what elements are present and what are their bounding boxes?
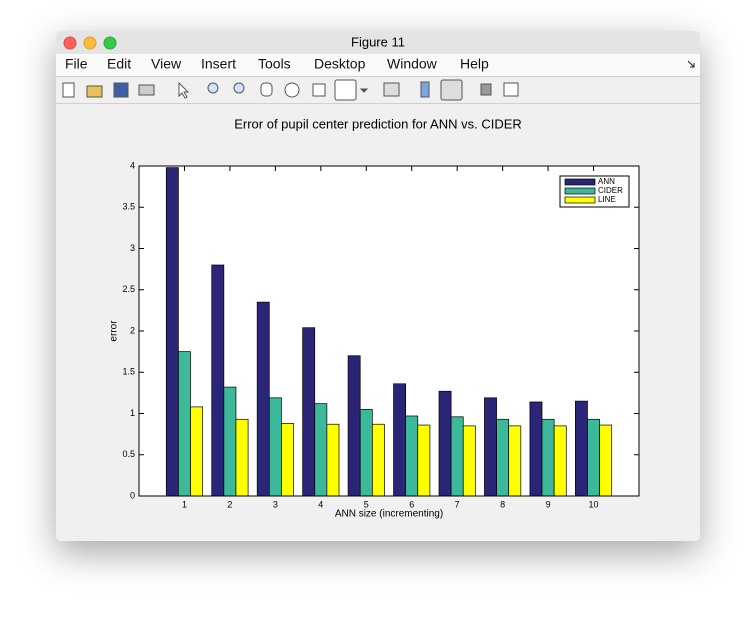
datacursor-icon[interactable] xyxy=(312,83,326,97)
colorbar-icon[interactable] xyxy=(420,81,430,98)
x-tick-label: 5 xyxy=(364,499,369,509)
x-tick-label: 7 xyxy=(455,499,460,509)
bar xyxy=(575,400,588,497)
dock-icon[interactable] xyxy=(687,60,695,68)
bar xyxy=(211,264,225,497)
bar xyxy=(190,406,203,497)
x-tick-label: 9 xyxy=(546,499,551,509)
menu-bar xyxy=(56,54,700,76)
y-tick-label: 2 xyxy=(130,325,135,335)
y-tick-label: 0.5 xyxy=(122,449,135,459)
zoom-button[interactable] xyxy=(103,36,117,50)
legend-label: ANN xyxy=(598,177,615,186)
bar xyxy=(553,425,567,497)
menu-item[interactable]: Edit xyxy=(107,56,131,72)
bar xyxy=(508,425,522,497)
bar xyxy=(302,327,316,497)
new-icon[interactable] xyxy=(62,82,75,98)
menu-item[interactable]: File xyxy=(65,56,88,72)
bar xyxy=(496,418,510,497)
legend-label: CIDER xyxy=(598,186,623,195)
bar xyxy=(393,383,407,497)
y-axis-label: error xyxy=(109,320,120,342)
save-icon[interactable] xyxy=(113,82,129,98)
menu-item[interactable]: Help xyxy=(460,56,489,72)
x-tick-label: 1 xyxy=(182,499,187,509)
bar xyxy=(165,167,179,497)
bar xyxy=(268,397,282,497)
bar xyxy=(599,424,613,497)
y-tick-label: 1.5 xyxy=(122,367,135,377)
show-icon[interactable] xyxy=(503,82,519,97)
pan-icon[interactable] xyxy=(260,82,273,97)
bar xyxy=(417,424,431,497)
x-tick-label: 2 xyxy=(227,499,232,509)
rotate-icon[interactable] xyxy=(284,82,300,98)
legend-swatch xyxy=(564,178,596,186)
bar xyxy=(359,409,373,497)
y-tick-label: 3 xyxy=(130,243,135,253)
bar xyxy=(450,416,464,497)
menu-item[interactable]: View xyxy=(151,56,182,72)
x-tick-label: 8 xyxy=(500,499,505,509)
pointer-icon[interactable] xyxy=(178,81,190,99)
brush-icon[interactable] xyxy=(334,79,357,101)
x-axis-label: ANN size (incrementing) xyxy=(335,509,443,520)
legend-swatch xyxy=(564,187,596,195)
chart-title: Error of pupil center prediction for ANN… xyxy=(234,116,522,131)
bar xyxy=(256,301,270,497)
toolbar xyxy=(62,79,519,101)
x-tick-label: 10 xyxy=(589,499,599,509)
dropdown-icon[interactable] xyxy=(359,88,369,93)
hide-icon[interactable] xyxy=(480,83,492,96)
open-icon[interactable] xyxy=(86,85,103,98)
y-tick-label: 3.5 xyxy=(122,202,135,212)
close-button[interactable] xyxy=(63,36,77,50)
menu-item[interactable]: Tools xyxy=(258,56,291,72)
title-bar-base xyxy=(56,46,700,54)
y-tick-label: 0 xyxy=(130,490,135,500)
zoom-in-icon[interactable] xyxy=(207,82,219,94)
bar xyxy=(326,423,340,497)
menu-item[interactable]: Insert xyxy=(201,56,236,72)
y-tick-label: 4 xyxy=(130,160,135,170)
x-tick-label: 6 xyxy=(409,499,414,509)
bar xyxy=(347,355,361,497)
bar xyxy=(587,418,600,497)
bar xyxy=(178,351,191,497)
x-tick-label: 4 xyxy=(318,499,323,509)
bar xyxy=(484,397,497,497)
minimize-button[interactable] xyxy=(83,36,97,50)
bar xyxy=(405,415,419,497)
zoom-out-icon[interactable] xyxy=(233,82,245,94)
print-icon[interactable] xyxy=(138,84,155,96)
bar xyxy=(223,386,237,497)
y-tick-label: 1 xyxy=(130,408,135,418)
menu-item[interactable]: Desktop xyxy=(314,56,366,72)
bar xyxy=(438,390,452,497)
legend-label: LINE xyxy=(598,195,616,204)
bar xyxy=(462,425,476,497)
bar xyxy=(529,401,543,497)
bar xyxy=(281,423,294,497)
axes-box xyxy=(138,165,640,497)
y-tick-label: 2.5 xyxy=(122,284,135,294)
x-tick-label: 3 xyxy=(273,499,278,509)
legend-swatch xyxy=(564,196,596,204)
legend-icon[interactable] xyxy=(440,79,463,101)
link-icon[interactable] xyxy=(383,82,400,97)
bar xyxy=(371,423,385,497)
bar xyxy=(235,418,249,497)
bar xyxy=(314,403,328,497)
bar xyxy=(541,418,555,497)
menu-item[interactable]: Window xyxy=(387,56,438,72)
window-title: Figure 11 xyxy=(351,34,405,49)
